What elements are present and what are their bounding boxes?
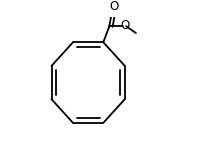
- Text: O: O: [109, 0, 118, 13]
- Text: O: O: [120, 19, 129, 32]
